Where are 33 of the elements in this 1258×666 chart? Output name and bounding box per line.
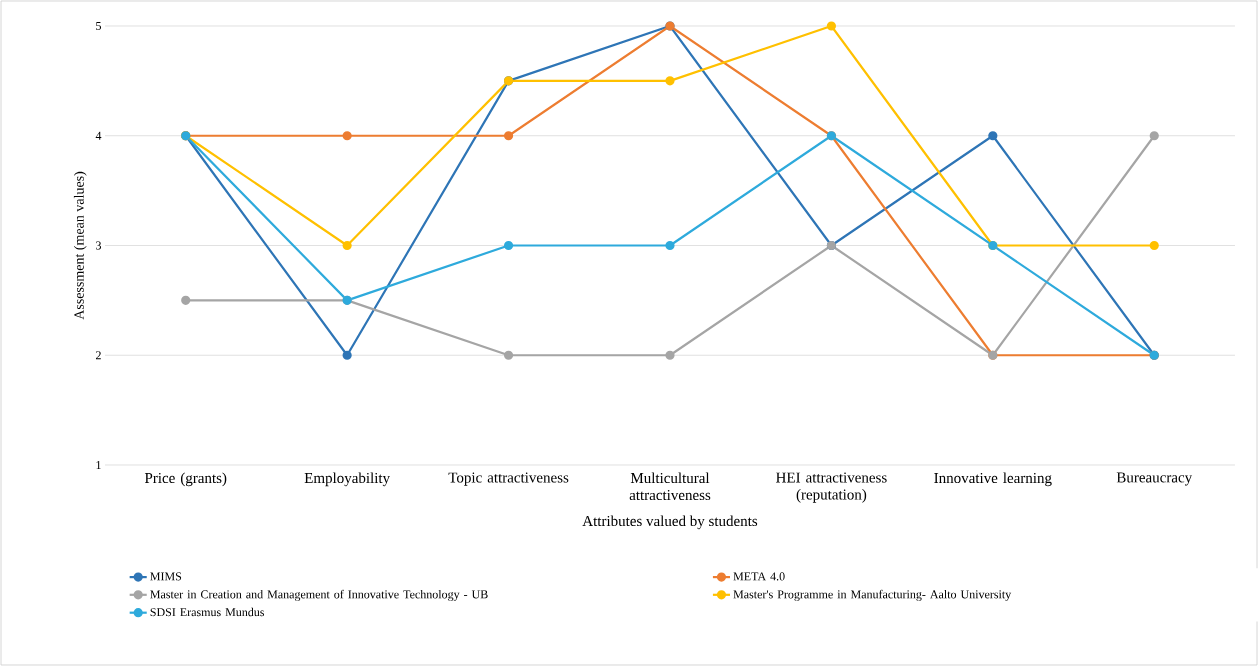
x-tick-label: Multicultural attractiveness <box>629 472 711 501</box>
legend-label: META 4.0 <box>733 572 785 581</box>
point <box>988 131 998 141</box>
point <box>826 21 837 31</box>
legend-label: Master in Creation and Management of Innovative Technology - UB <box>150 589 488 601</box>
x-tick-label: Innovative learning <box>934 472 1052 487</box>
point <box>503 131 514 141</box>
legend-label: Master's Programme in Manufacturing- Aalto University <box>733 589 1012 601</box>
point <box>342 350 352 360</box>
point <box>665 76 675 86</box>
x-tick-label: Topic attractiveness <box>448 472 569 486</box>
x-tick-label: HEI attractiveness (reputation) <box>776 472 887 503</box>
point <box>503 350 514 360</box>
x-tick-label: Bureaucracy <box>1116 472 1193 486</box>
y-axis-title: Assessment (mean values) <box>73 171 87 320</box>
x-tick-label: Price (grants) <box>144 472 227 487</box>
y-tick-label: 2 <box>96 351 101 360</box>
y-tick-label: 4 <box>95 131 102 140</box>
x-tick-label: Employability <box>304 472 391 487</box>
point <box>665 240 675 251</box>
point <box>342 131 352 141</box>
point <box>503 240 514 251</box>
y-tick-label: 5 <box>96 22 102 30</box>
y-tick-label: 1 <box>96 461 101 469</box>
point <box>1149 131 1159 141</box>
point <box>1149 240 1159 251</box>
y-tick-label: 3 <box>96 241 102 250</box>
point <box>181 295 191 305</box>
legend-label: MIMS <box>150 572 182 581</box>
x-axis-title: Attributes valued by students <box>582 515 758 530</box>
legend-label: SDSI Erasmus Mundus <box>150 607 265 617</box>
point <box>342 240 352 251</box>
point <box>665 350 675 360</box>
